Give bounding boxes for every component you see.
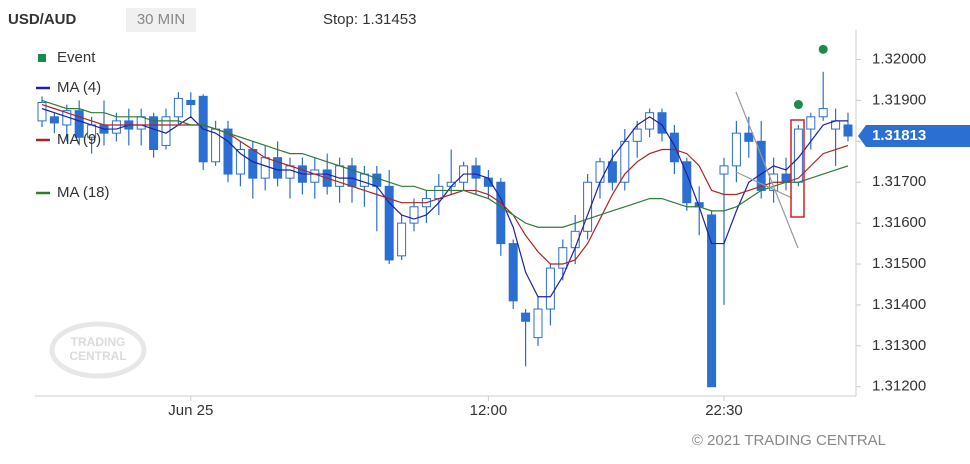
y-tick-label: 1.31600	[872, 214, 926, 231]
x-tick-label: Jun 25	[168, 402, 213, 419]
candle-body	[707, 214, 717, 388]
candle-body	[558, 247, 568, 269]
candle-body	[409, 206, 419, 224]
candle-body	[496, 181, 506, 245]
candle-body	[508, 243, 518, 302]
candle-body	[682, 161, 692, 204]
watermark-ring	[49, 321, 147, 379]
symbol: USD/AUD	[8, 11, 77, 28]
watermark: TRADING CENTRAL	[49, 321, 147, 379]
candle-body	[186, 99, 196, 106]
legend-label: MA (9)	[57, 131, 101, 148]
event-dot	[793, 100, 803, 110]
candle-body	[607, 161, 617, 183]
x-tick-label: 22:30	[705, 402, 743, 419]
ma-line	[41, 99, 849, 228]
x-tick-label: 12:00	[470, 402, 508, 419]
price-tag	[858, 125, 970, 148]
timeframe-box[interactable]	[126, 8, 196, 32]
candle-body	[818, 108, 828, 118]
candle-body	[310, 169, 320, 183]
candle-body	[744, 132, 754, 142]
candle-body	[719, 165, 729, 175]
candle-body	[545, 267, 555, 310]
candle-body	[173, 97, 183, 118]
candle-body	[273, 157, 283, 179]
candle-body	[645, 112, 655, 130]
candle-body	[235, 149, 245, 175]
candle-body	[434, 185, 444, 200]
legend-label: MA (4)	[57, 79, 101, 96]
candle-body	[384, 185, 394, 261]
timeframe[interactable]: 30 MIN	[137, 11, 185, 28]
y-tick-label: 1.31200	[872, 378, 926, 395]
candle-body	[211, 128, 221, 163]
y-tick-label: 1.31500	[872, 255, 926, 272]
watermark-text: CENTRAL	[69, 349, 126, 363]
stop-level: Stop: 1.31453	[323, 11, 416, 28]
legend-label: MA (18)	[57, 184, 110, 201]
candle-body	[521, 312, 531, 322]
candle-body	[620, 140, 630, 183]
candle-body	[149, 116, 159, 151]
candle-body	[359, 173, 369, 187]
ma-line	[41, 108, 848, 298]
candle-body	[731, 132, 741, 167]
trend-line	[735, 91, 799, 249]
candle-body	[632, 128, 642, 142]
candle-body	[397, 222, 407, 257]
candle-body	[248, 149, 258, 179]
price-tag-label: 1.31813	[872, 127, 926, 144]
candle-body	[49, 116, 59, 124]
candle-body	[285, 165, 295, 179]
candle-body	[372, 173, 382, 187]
ma-line	[41, 103, 849, 265]
candle-body	[471, 165, 481, 179]
legend-marker	[38, 54, 46, 62]
candle-body	[37, 101, 47, 122]
plot	[37, 44, 853, 388]
y-tick-label: 1.32000	[872, 51, 926, 68]
candle-body	[806, 116, 816, 130]
candle-body	[74, 110, 84, 138]
pattern-box	[790, 119, 805, 218]
candle-body	[583, 181, 593, 232]
candle-body	[260, 157, 270, 179]
y-tick-label: 1.31900	[872, 91, 926, 108]
candle-body	[111, 120, 121, 134]
trend-line	[735, 171, 793, 199]
candle-body	[223, 128, 233, 175]
candle-body	[669, 132, 679, 163]
candle-body	[136, 116, 146, 130]
y-tick-label: 1.31300	[872, 337, 926, 354]
watermark-text: TRADING	[71, 335, 126, 349]
candle-body	[595, 161, 605, 183]
event-dot	[818, 44, 828, 54]
candle-body	[843, 124, 853, 137]
y-tick-label: 1.31700	[872, 173, 926, 190]
y-tick-label: 1.31400	[872, 296, 926, 313]
candle-body	[533, 308, 543, 339]
legend-label: Event	[57, 49, 96, 66]
candle-body	[793, 128, 803, 183]
copyright: © 2021 TRADING CENTRAL	[692, 432, 886, 449]
